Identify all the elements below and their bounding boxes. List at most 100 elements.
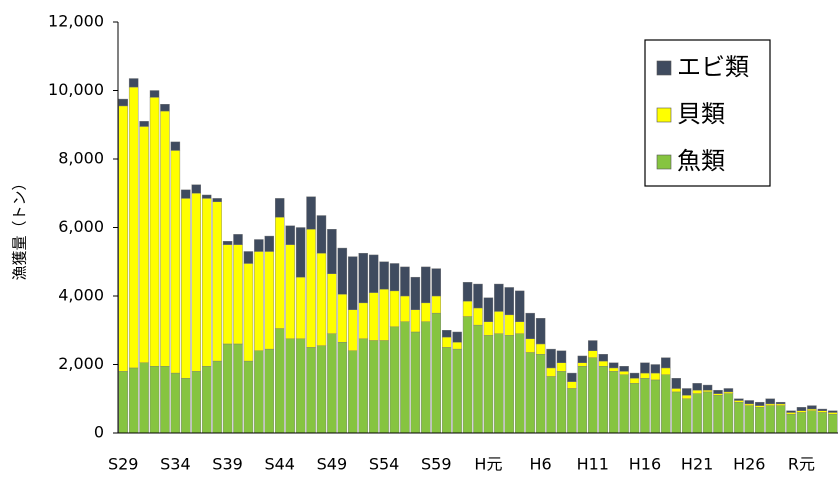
bar-segment xyxy=(368,254,379,293)
bar-segment xyxy=(755,407,765,434)
bar-segment xyxy=(504,287,515,316)
bar-segment xyxy=(389,290,400,328)
bar-segment xyxy=(368,340,379,434)
bar-segment xyxy=(515,290,525,322)
bar-segment xyxy=(608,371,619,434)
bar-segment xyxy=(567,381,577,389)
bar-segment xyxy=(181,378,191,434)
bar-segment xyxy=(379,261,389,290)
bar-segment xyxy=(243,251,254,264)
bar-segment xyxy=(598,354,608,362)
bar-segment xyxy=(160,103,170,112)
bar-segment xyxy=(348,350,358,434)
bar-segment xyxy=(755,405,765,408)
bar-segment xyxy=(191,193,201,372)
bar-segment xyxy=(316,345,327,434)
x-tick-label: S44 xyxy=(264,455,295,474)
bar-segment xyxy=(316,252,327,346)
bar-segment xyxy=(222,343,233,434)
bar-segment xyxy=(128,78,139,88)
bar-segment xyxy=(692,383,702,391)
bar-segment xyxy=(828,412,838,415)
bar-segment xyxy=(201,366,212,434)
bar-segment xyxy=(128,367,139,434)
bar-segment xyxy=(619,366,629,372)
bar-segment xyxy=(650,379,661,434)
bar-segment xyxy=(494,311,504,334)
y-tick-label: 12,000 xyxy=(48,12,104,31)
y-tick-label: 10,000 xyxy=(48,80,104,99)
bar-segment xyxy=(452,331,462,343)
bar-segment xyxy=(807,405,817,410)
bar-segment xyxy=(723,393,734,434)
bar-segment xyxy=(608,367,619,372)
x-tick-label: S29 xyxy=(108,455,139,474)
bar-segment xyxy=(170,141,181,151)
bar-segment xyxy=(379,288,389,341)
bar-segment xyxy=(775,405,786,434)
bar-segment xyxy=(483,335,494,434)
bar-segment xyxy=(588,350,598,358)
bar-segment xyxy=(212,201,222,362)
legend-label: 貝類 xyxy=(677,100,725,128)
bar-segment xyxy=(431,312,441,434)
bar-segment xyxy=(567,372,577,382)
bar-segment xyxy=(702,389,713,393)
bar-segment xyxy=(692,393,702,434)
bar-segment xyxy=(734,398,744,401)
bar-segment xyxy=(327,333,337,434)
bar-segment xyxy=(254,251,264,352)
bar-segment xyxy=(254,239,264,252)
bar-segment xyxy=(170,150,181,374)
bar-segment xyxy=(379,340,389,434)
bar-segment xyxy=(556,371,567,434)
bar-segment xyxy=(421,321,431,434)
bar-segment xyxy=(462,300,473,317)
x-tick-label: H26 xyxy=(733,455,765,474)
bar-segment xyxy=(264,251,275,350)
x-tick-label: S34 xyxy=(160,455,191,474)
bar-segment xyxy=(452,348,462,434)
bar-segment xyxy=(494,333,504,434)
bar-segment xyxy=(201,198,212,367)
bar-segment xyxy=(556,362,567,372)
bar-segment xyxy=(358,252,368,304)
x-tick-label: H21 xyxy=(681,455,713,474)
bar-segment xyxy=(181,189,191,199)
bar-segment xyxy=(410,276,421,310)
bar-segment xyxy=(462,282,473,302)
bar-segment xyxy=(629,372,640,379)
bar-segment xyxy=(191,371,201,434)
legend-label: 魚類 xyxy=(677,147,725,175)
y-tick-label: 4,000 xyxy=(58,286,104,305)
bar-segment xyxy=(275,217,285,329)
bar-segment xyxy=(650,372,661,381)
bar-segment xyxy=(807,408,817,411)
bar-segment xyxy=(160,366,170,434)
bar-segment xyxy=(139,126,149,363)
bar-segment xyxy=(337,342,348,434)
bar-segment xyxy=(671,378,681,389)
bar-segment xyxy=(702,391,713,434)
bar-segment xyxy=(775,401,786,405)
y-axis-label: 漁獲量（トン） xyxy=(11,175,29,280)
bar-segment xyxy=(796,412,807,434)
bar-segment xyxy=(348,256,358,310)
bar-segment xyxy=(295,338,306,434)
bar-segment xyxy=(452,342,462,350)
bar-segment xyxy=(389,326,400,434)
bar-segment xyxy=(661,357,671,369)
bar-segment xyxy=(671,388,681,393)
bar-segment xyxy=(494,283,504,312)
bar-segment xyxy=(118,371,128,434)
bar-segment xyxy=(160,110,170,367)
bar-segment xyxy=(817,412,828,434)
bar-segment xyxy=(577,362,588,367)
bar-segment xyxy=(608,362,619,369)
y-tick-label: 0 xyxy=(94,423,104,442)
bar-segment xyxy=(828,410,838,413)
bar-segment xyxy=(723,388,734,393)
x-tick-label: S39 xyxy=(212,455,243,474)
bar-segment xyxy=(431,268,441,297)
bar-segment xyxy=(483,321,494,336)
